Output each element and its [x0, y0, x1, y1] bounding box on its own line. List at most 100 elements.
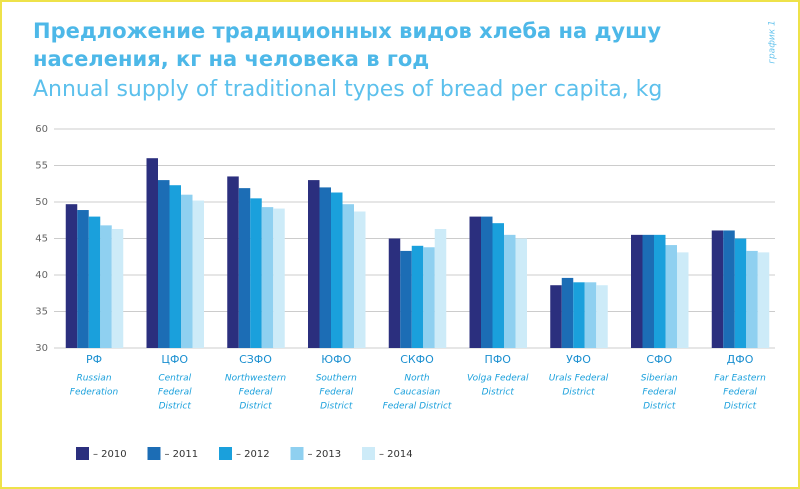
- bar: [65, 204, 78, 348]
- side-label: график 1: [768, 20, 778, 64]
- y-tick-label: 60: [35, 124, 48, 135]
- bar: [388, 238, 401, 348]
- bar: [169, 185, 181, 348]
- x-tick-label: ЮФО: [321, 353, 351, 366]
- bar: [273, 208, 285, 348]
- x-tick-label: ДФО: [727, 353, 754, 366]
- category-note: Southern: [316, 374, 357, 384]
- legend-swatch: [362, 447, 375, 460]
- legend-label: – 2010: [93, 449, 127, 460]
- bar: [711, 230, 724, 348]
- category-note: District: [643, 402, 676, 412]
- category-note: Federal: [642, 388, 676, 398]
- bar: [504, 234, 516, 348]
- bar: [192, 200, 204, 348]
- category-note: District: [159, 402, 192, 412]
- category-note: District: [562, 388, 595, 398]
- category-note: Russian: [76, 374, 111, 384]
- bar: [757, 252, 770, 348]
- bar: [319, 187, 331, 348]
- legend-label: – 2011: [165, 449, 199, 460]
- legend-label: – 2012: [236, 449, 270, 460]
- bar: [261, 207, 274, 348]
- bar: [723, 230, 735, 348]
- bar: [111, 229, 124, 348]
- chart-title: Предложение традиционных видов хлеба на …: [33, 19, 661, 43]
- bar: [100, 225, 112, 348]
- y-tick-label: 40: [35, 270, 48, 281]
- category-note: Urals Federal: [549, 374, 609, 384]
- bar: [573, 282, 585, 348]
- bar: [238, 188, 251, 348]
- category-note: Northwestern: [225, 374, 287, 384]
- bar: [411, 245, 424, 348]
- category-note: Federal District: [383, 402, 452, 412]
- x-tick-label: УФО: [566, 353, 591, 366]
- bar: [515, 238, 527, 348]
- bar: [642, 234, 654, 348]
- y-tick-label: 50: [35, 197, 48, 208]
- bar: [77, 210, 89, 348]
- legend-swatch: [76, 447, 89, 460]
- bar: [734, 238, 747, 348]
- bar: [481, 216, 493, 348]
- bar: [331, 192, 343, 348]
- y-tick-label: 45: [35, 234, 48, 245]
- x-tick-label: СКФО: [400, 353, 434, 366]
- category-note: District: [320, 402, 353, 412]
- bar: [400, 250, 412, 348]
- bar: [158, 180, 170, 348]
- bar: [654, 234, 666, 348]
- bar: [550, 285, 562, 348]
- y-tick-label: 35: [35, 307, 48, 318]
- bar: [250, 198, 262, 348]
- category-note: District: [482, 388, 515, 398]
- bar: [665, 245, 677, 348]
- bar: [631, 234, 643, 348]
- x-tick-label: ЦФО: [161, 353, 188, 366]
- bar: [181, 194, 193, 348]
- bar: [88, 216, 101, 348]
- y-tick-label: 30: [35, 343, 48, 354]
- legend-swatch: [290, 447, 304, 460]
- category-note: Federal: [319, 388, 353, 398]
- category-note: Federal: [723, 388, 757, 398]
- chart-title: населения, кг на человека в год: [33, 47, 429, 71]
- x-tick-label: ПФО: [485, 353, 512, 366]
- category-note: Federation: [70, 388, 119, 398]
- legend-swatch: [147, 447, 161, 460]
- legend-label: – 2013: [308, 449, 342, 460]
- y-tick-label: 55: [35, 161, 48, 172]
- x-tick-label: РФ: [86, 353, 102, 366]
- category-note: District: [239, 402, 272, 412]
- category-note: Federal: [239, 388, 273, 398]
- bar: [469, 216, 481, 348]
- category-note: Caucasian: [394, 388, 441, 398]
- chart-subtitle: Annual supply of traditional types of br…: [33, 77, 662, 102]
- bar: [561, 277, 574, 348]
- bar: [596, 285, 608, 348]
- category-note: District: [724, 402, 757, 412]
- bar: [146, 158, 158, 348]
- bar: [308, 180, 320, 348]
- category-note: Siberian: [641, 374, 678, 384]
- category-note: Volga Federal: [467, 374, 529, 384]
- bar: [354, 211, 366, 348]
- bar: [746, 250, 758, 348]
- legend-swatch: [219, 447, 232, 460]
- category-note: Far Eastern: [714, 374, 766, 384]
- x-tick-label: СФО: [646, 353, 672, 366]
- bar: [227, 176, 239, 348]
- legend-label: – 2014: [379, 449, 413, 460]
- bar: [677, 252, 689, 348]
- x-tick-label: СЗФО: [239, 353, 272, 366]
- bar: [492, 223, 504, 348]
- bar: [434, 229, 447, 348]
- bar: [342, 204, 354, 348]
- category-note: Central: [158, 374, 191, 384]
- bar: [423, 247, 435, 348]
- category-note: North: [404, 374, 429, 384]
- category-note: Federal: [158, 388, 192, 398]
- bar: [584, 282, 597, 348]
